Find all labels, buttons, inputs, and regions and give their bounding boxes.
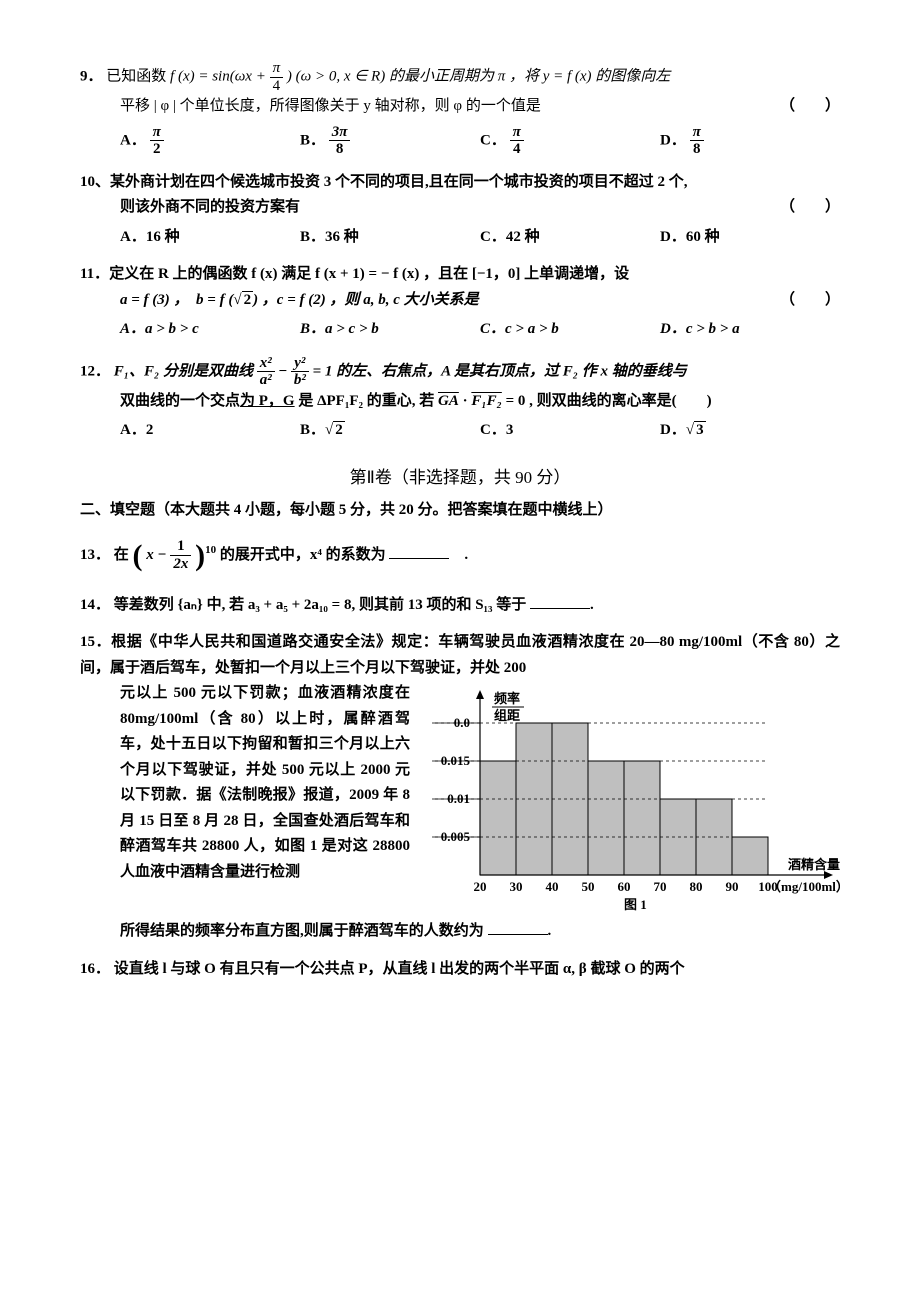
q9-choice-d: D． π8 bbox=[660, 124, 840, 158]
question-12: 12． F₁、F₂ 分别是双曲线 x²a² − y²b² = 1 的左、右焦点，… bbox=[80, 355, 840, 444]
svg-text:90: 90 bbox=[726, 879, 739, 894]
q13-blank bbox=[389, 543, 449, 559]
q14-blank bbox=[530, 593, 590, 609]
q9-number: 9． bbox=[80, 68, 103, 84]
q9-line2: 平移 | φ | 个单位长度，所得图像关于 y 轴对称，则 φ 的一个值是 （ … bbox=[120, 94, 840, 120]
question-9: 9． 已知函数 f (x) = sin(ωx + π 4 ) (ω > 0, x… bbox=[80, 60, 840, 158]
question-14: 14． 等差数列 {aₙ} 中, 若 a₃ + a₅ + 2a₁₀ = 8, 则… bbox=[80, 593, 840, 619]
q11-number: 11． bbox=[80, 266, 109, 282]
question-15: 15．根据《中华人民共和国道路交通安全法》规定：车辆驾驶员血液酒精浓度在 20—… bbox=[80, 630, 840, 945]
svg-text:20: 20 bbox=[474, 879, 487, 894]
q11-choice-a: A．a > b > c bbox=[120, 317, 300, 343]
q9-paren: （ ） bbox=[780, 94, 840, 120]
q9-fx-tail: ) (ω > 0, x ∈ R) 的最小正周期为 π ，将 y = f (x) … bbox=[287, 68, 670, 84]
q16-number: 16． bbox=[80, 961, 110, 977]
q9-choice-c: C． π4 bbox=[480, 124, 660, 158]
q11-choice-d: D．c > b > a bbox=[660, 317, 840, 343]
svg-text:30: 30 bbox=[510, 879, 523, 894]
svg-text:0.0: 0.0 bbox=[454, 715, 470, 730]
histogram-chart: 0.0050.010.0150.02030405060708090100频率组距… bbox=[420, 685, 840, 915]
svg-text:频率: 频率 bbox=[494, 691, 520, 706]
svg-text:组距: 组距 bbox=[494, 708, 520, 723]
q9-pi4: π 4 bbox=[270, 60, 284, 94]
q12-choice-b: B．√2 bbox=[300, 418, 480, 444]
q14-number: 14． bbox=[80, 597, 110, 613]
q12-choice-c: C．3 bbox=[480, 418, 660, 444]
q9-fx: f (x) = sin(ωx + bbox=[170, 68, 270, 84]
histogram-svg: 0.0050.010.0150.02030405060708090100频率组距… bbox=[420, 685, 840, 915]
q11-choice-b: B．a > c > b bbox=[300, 317, 480, 343]
q9-text-1: 已知函数 bbox=[106, 68, 170, 84]
svg-text:0.005: 0.005 bbox=[441, 829, 471, 844]
q11-choice-c: C．c > a > b bbox=[480, 317, 660, 343]
q13-number: 13． bbox=[80, 547, 110, 563]
question-11: 11．定义在 R 上的偶函数 f (x) 满足 f (x + 1) = − f … bbox=[80, 262, 840, 343]
q10-choice-a: A．16 种 bbox=[120, 225, 300, 251]
svg-text:0.01: 0.01 bbox=[447, 791, 470, 806]
q9-line1: 9． 已知函数 f (x) = sin(ωx + π 4 ) (ω > 0, x… bbox=[80, 60, 840, 94]
section-title: 第Ⅱ卷（非选择题，共 90 分） bbox=[80, 464, 840, 493]
q15-blank bbox=[488, 919, 548, 935]
section-sub: 二、填空题（本大题共 4 小题，每小题 5 分，共 20 分。把答案填在题中横线… bbox=[80, 498, 840, 524]
q12-number: 12． bbox=[80, 363, 110, 379]
question-10: 10、某外商计划在四个候选城市投资 3 个不同的项目,且在同一个城市投资的项目不… bbox=[80, 170, 840, 251]
q10-choice-d: D．60 种 bbox=[660, 225, 840, 251]
q10-number: 10、 bbox=[80, 174, 110, 190]
svg-text:70: 70 bbox=[654, 879, 667, 894]
q10-choice-c: C．42 种 bbox=[480, 225, 660, 251]
q9-choice-b: B． 3π8 bbox=[300, 124, 480, 158]
svg-text:图 1: 图 1 bbox=[624, 897, 647, 912]
question-16: 16． 设直线 l 与球 O 有且只有一个公共点 P，从直线 l 出发的两个半平… bbox=[80, 957, 840, 983]
svg-text:（mg/100ml）: （mg/100ml） bbox=[768, 879, 840, 894]
svg-text:80: 80 bbox=[690, 879, 703, 894]
svg-text:0.015: 0.015 bbox=[441, 753, 471, 768]
svg-text:60: 60 bbox=[618, 879, 631, 894]
q12-choice-d: D．√3 bbox=[660, 418, 840, 444]
q12-choice-a: A．2 bbox=[120, 418, 300, 444]
q10-choice-b: B．36 种 bbox=[300, 225, 480, 251]
q15-number: 15． bbox=[80, 634, 111, 650]
svg-text:50: 50 bbox=[582, 879, 595, 894]
q9-choices: A． π2 B． 3π8 C． π4 D． π8 bbox=[120, 124, 840, 158]
q9-choice-a: A． π2 bbox=[120, 124, 300, 158]
svg-text:酒精含量: 酒精含量 bbox=[788, 857, 840, 872]
question-13: 13． 在 ( x − 12x )10 的展开式中，x⁴ 的系数为 . bbox=[80, 530, 840, 581]
svg-text:40: 40 bbox=[546, 879, 559, 894]
